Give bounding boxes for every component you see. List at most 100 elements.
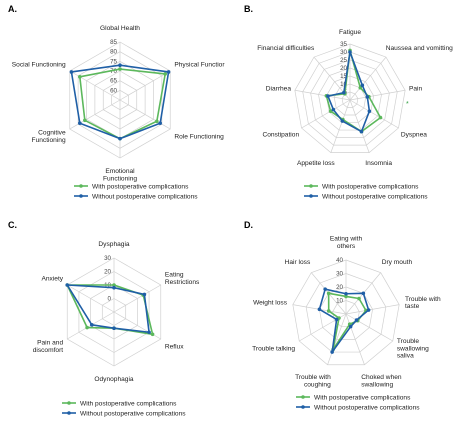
axis-label-line: Constipation bbox=[262, 131, 299, 138]
data-point bbox=[65, 283, 70, 287]
grid-ring bbox=[310, 59, 390, 138]
grid-spoke bbox=[345, 304, 400, 315]
legend-entry: With postoperative complications bbox=[314, 394, 411, 401]
axis-label-line: Trouble with bbox=[405, 296, 441, 303]
axis-label: Dry mouth bbox=[382, 259, 413, 266]
axis-label-line: Dysphagia bbox=[98, 241, 129, 248]
tick-label: 10 bbox=[340, 81, 347, 88]
legend-swatch-marker bbox=[67, 411, 71, 415]
axis-label: Trouble swallowing saliva bbox=[397, 338, 429, 360]
axis-label: Anxiety bbox=[41, 275, 63, 282]
data-point bbox=[330, 350, 334, 354]
grid-ring bbox=[332, 300, 360, 328]
tick-label: 40 bbox=[336, 257, 343, 264]
axis-label: Constipation bbox=[262, 131, 299, 138]
legend-swatch-marker bbox=[79, 184, 83, 188]
axis-label-line: Cognitive bbox=[38, 130, 66, 137]
data-point bbox=[326, 291, 331, 296]
tick-label: 30 bbox=[336, 271, 343, 278]
axis-label-line: Global Health bbox=[100, 25, 140, 32]
data-point bbox=[83, 118, 87, 123]
axis-label: Trouble with coughing bbox=[295, 374, 331, 388]
radar-panel-2: B.3530252015105FatigueNaussea and vomitt… bbox=[244, 4, 453, 200]
axis-label: Role Functioning bbox=[174, 133, 224, 140]
grid-spoke bbox=[349, 89, 406, 101]
axis-label: Eating with others bbox=[330, 236, 363, 250]
data-point bbox=[78, 121, 82, 125]
data-point bbox=[78, 75, 82, 79]
axis-label-line: Trouble bbox=[397, 338, 419, 345]
axis-label: Dysphagia bbox=[98, 241, 129, 248]
grid-spoke bbox=[69, 70, 121, 101]
tick-label: 65 bbox=[110, 78, 117, 85]
data-point bbox=[163, 72, 168, 76]
axis-label-line: others bbox=[337, 243, 356, 250]
grid-spoke bbox=[349, 56, 387, 101]
tick-label: 85 bbox=[110, 39, 117, 46]
legend-entry: Without postoperative complications bbox=[314, 404, 420, 411]
data-point bbox=[348, 50, 352, 54]
axis-label-line: Dry mouth bbox=[382, 259, 413, 266]
grid-spoke bbox=[119, 70, 171, 101]
axis-label-line: Emotional bbox=[105, 168, 135, 175]
series-line bbox=[318, 288, 370, 353]
data-point bbox=[112, 283, 116, 287]
data-point bbox=[155, 119, 159, 124]
axis-label: Diarrhea bbox=[266, 85, 292, 92]
axis-label-line: Weight loss bbox=[253, 299, 288, 306]
data-point bbox=[317, 307, 322, 312]
data-point bbox=[328, 109, 333, 113]
axis-label: Insomnia bbox=[365, 160, 392, 167]
legend-swatch-marker bbox=[309, 194, 313, 198]
grid-spoke bbox=[69, 99, 121, 130]
axis-label-line: swallowing bbox=[361, 381, 393, 388]
axis-label-line: Restrictions bbox=[165, 279, 200, 286]
tick-label: 75 bbox=[110, 58, 117, 65]
axis-label-line: Insomnia bbox=[365, 160, 392, 167]
axis-label: Weight loss bbox=[253, 299, 288, 306]
panel-letter: A. bbox=[8, 4, 17, 14]
data-point bbox=[142, 292, 147, 297]
tick-label: 30 bbox=[104, 255, 111, 262]
axis-label-line: Pain and bbox=[37, 340, 63, 347]
data-point bbox=[158, 121, 162, 125]
data-point bbox=[85, 325, 89, 330]
data-point bbox=[360, 83, 365, 88]
radar-panel-4: D. 40 30 20 10 Eating with others Dry mouth Trou… bbox=[244, 220, 441, 411]
tick-label: 15 bbox=[340, 73, 347, 80]
axis-label: Emotional Functioning bbox=[103, 168, 137, 182]
legend-entry: With postoperative complications bbox=[322, 183, 419, 190]
legend-entry: Without postoperative complications bbox=[92, 193, 198, 200]
tick-label: 25 bbox=[340, 57, 347, 64]
data-point bbox=[326, 94, 330, 98]
axis-label-line: Financial difficulties bbox=[257, 45, 315, 52]
axis-label-line: Pain bbox=[409, 85, 423, 92]
axis-label-line: Social Functioning bbox=[12, 61, 66, 68]
grid-ring bbox=[294, 43, 406, 153]
panel-letter: C. bbox=[8, 220, 17, 230]
axis-label: Pain bbox=[409, 85, 423, 92]
axis-label-line: saliva bbox=[397, 353, 414, 360]
axis-label-line: Trouble with bbox=[295, 374, 331, 381]
data-point bbox=[118, 67, 122, 71]
axis-label: Financial difficulties bbox=[257, 45, 315, 52]
tick-label: 80 bbox=[110, 49, 117, 56]
axis-label-line: Anxiety bbox=[41, 275, 63, 282]
data-point bbox=[89, 323, 94, 327]
axis-label-line: Odynophagia bbox=[94, 376, 134, 383]
grid-spoke bbox=[345, 313, 393, 342]
grid-ring bbox=[318, 67, 382, 131]
data-point bbox=[326, 309, 331, 313]
grid-spoke bbox=[349, 99, 399, 129]
grid-spoke bbox=[119, 99, 171, 130]
tick-label: 35 bbox=[340, 41, 347, 48]
data-point bbox=[378, 115, 383, 120]
axis-label-line: Eating bbox=[165, 272, 184, 279]
axis-label: Pain and discomfort bbox=[33, 340, 64, 354]
data-point bbox=[365, 95, 370, 99]
axis-label-line: Reflux bbox=[165, 343, 184, 350]
data-point bbox=[348, 324, 353, 329]
axis-label-line: Functioning bbox=[103, 175, 137, 182]
axis-label-line: Fatigue bbox=[339, 29, 361, 36]
